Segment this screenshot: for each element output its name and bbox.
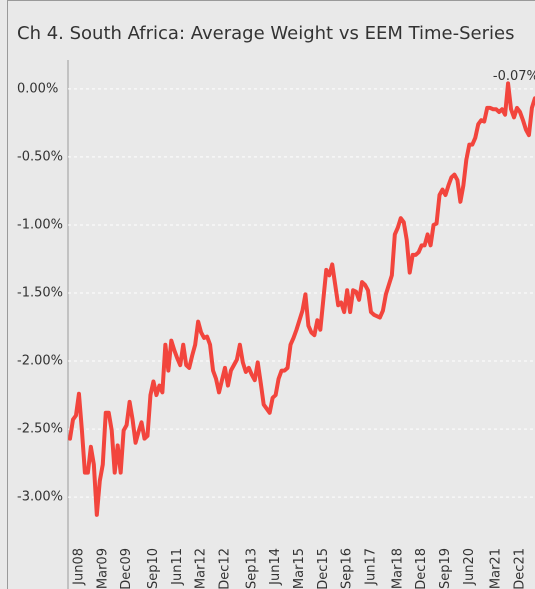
x-tick-label: Dec18	[414, 548, 429, 589]
x-tick-label: Mar21	[489, 548, 504, 589]
x-tick-label: Mar18	[390, 548, 405, 589]
annotation: -0.07%	[493, 69, 535, 84]
x-tick-label: Jun08	[71, 548, 86, 586]
x-tick-label: Jun20	[462, 548, 477, 586]
x-tick-label: Sep16	[340, 548, 355, 589]
x-tick-label: Mar09	[95, 548, 110, 589]
y-tick-label: -2.50%	[17, 422, 63, 437]
x-tick-label: Dec12	[217, 548, 232, 589]
y-tick-label: -1.00%	[17, 217, 63, 232]
x-tick-label: Jun17	[363, 548, 378, 586]
y-tick-label: -1.50%	[17, 286, 63, 301]
x-tick-label: Jun14	[268, 548, 283, 586]
x-tick-label: Dec15	[316, 548, 331, 589]
x-tick-label: Jun11	[170, 548, 185, 586]
y-tick-label: -2.00%	[17, 354, 63, 369]
x-tick-label: Sep10	[146, 548, 161, 589]
x-tick-label: Dec09	[119, 548, 134, 589]
x-tick-label: Sep13	[244, 548, 259, 589]
x-tick-label: Mar15	[292, 548, 307, 589]
y-tick-label: -0.50%	[17, 149, 63, 164]
x-tick-label: Sep19	[438, 548, 453, 589]
data-line	[68, 81, 535, 517]
y-tick-label: 0.00%	[17, 81, 58, 96]
x-tick-label: Dec21	[512, 548, 527, 589]
chart-title: Ch 4. South Africa: Average Weight vs EE…	[17, 23, 514, 44]
x-tick-label: Mar12	[194, 548, 209, 589]
y-tick-label: -3.00%	[17, 490, 63, 505]
